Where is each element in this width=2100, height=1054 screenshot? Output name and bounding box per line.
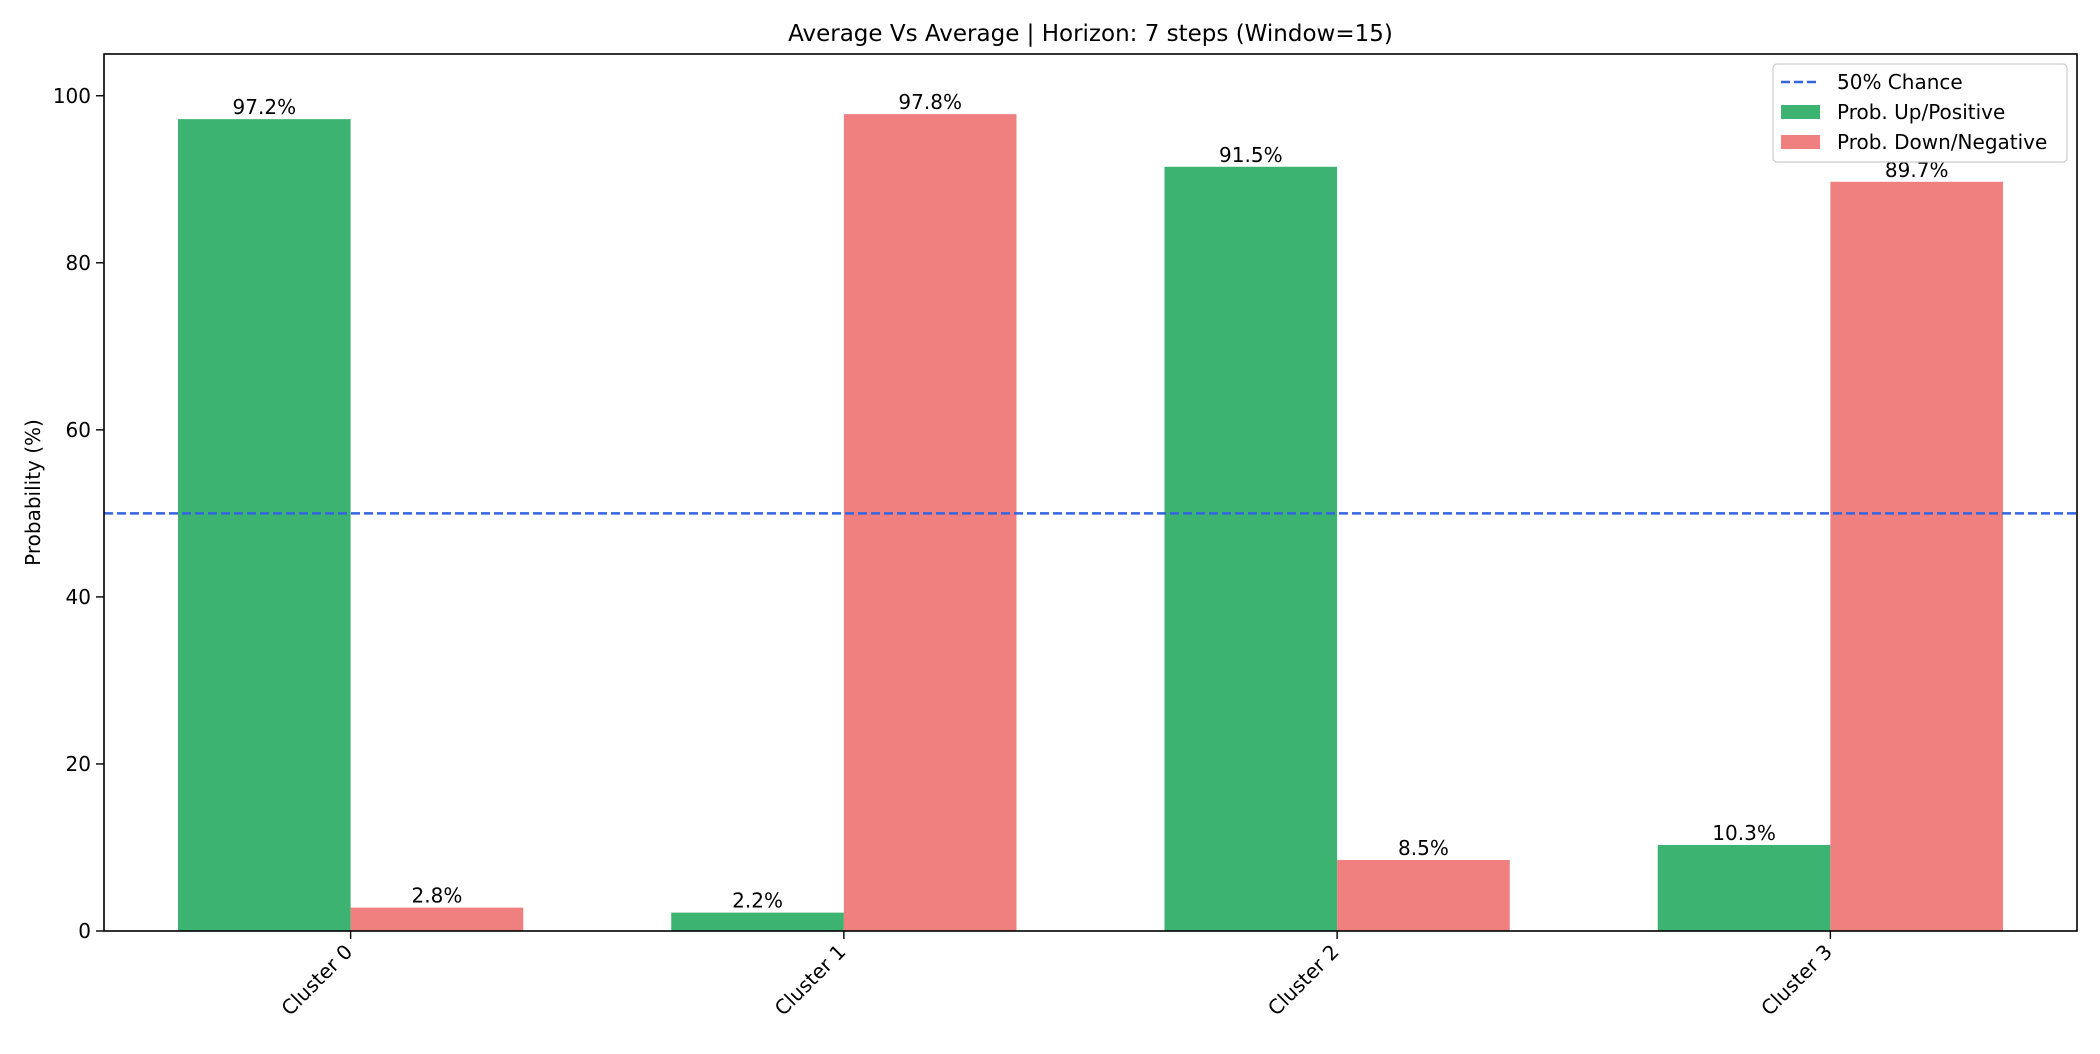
- y-tick-label: 20: [66, 752, 91, 776]
- legend: 50% Chance Prob. Up/Positive Prob. Down/Ne…: [1772, 63, 2068, 163]
- y-tick-label: 60: [66, 418, 91, 442]
- bar-value-label: 97.8%: [898, 90, 962, 114]
- bar-value-label: 91.5%: [1219, 143, 1283, 167]
- bar: [1164, 166, 1338, 931]
- bar: [1337, 860, 1510, 931]
- bar: [350, 907, 524, 931]
- legend-swatch: [1781, 135, 1820, 149]
- y-tick-label: 0: [78, 919, 91, 943]
- legend-swatch: [1781, 105, 1820, 119]
- plot-frame: [103, 53, 2078, 932]
- bar-value-label: 2.8%: [412, 884, 463, 908]
- legend-label: 50% Chance: [1837, 70, 1963, 94]
- bar: [1830, 181, 2004, 931]
- chart-title: Average Vs Average | Horizon: 7 steps (W…: [788, 21, 1393, 47]
- bar-value-label: 97.2%: [233, 95, 297, 119]
- bar-value-label: 2.2%: [732, 889, 783, 913]
- y-tick-label: 80: [66, 251, 91, 275]
- y-tick-label: 40: [66, 585, 91, 609]
- y-axis-label: Probability (%): [21, 419, 45, 566]
- legend-label: Prob. Down/Negative: [1837, 130, 2047, 154]
- legend-label: Prob. Up/Positive: [1837, 100, 2005, 124]
- bar: [843, 114, 1017, 931]
- bar-value-label: 10.3%: [1712, 821, 1776, 845]
- bar: [671, 912, 844, 931]
- bar-value-label: 8.5%: [1398, 836, 1449, 860]
- bar: [177, 119, 351, 932]
- y-tick-label: 100: [53, 84, 91, 108]
- legend-box: [1772, 63, 2068, 163]
- bar: [1657, 844, 1831, 931]
